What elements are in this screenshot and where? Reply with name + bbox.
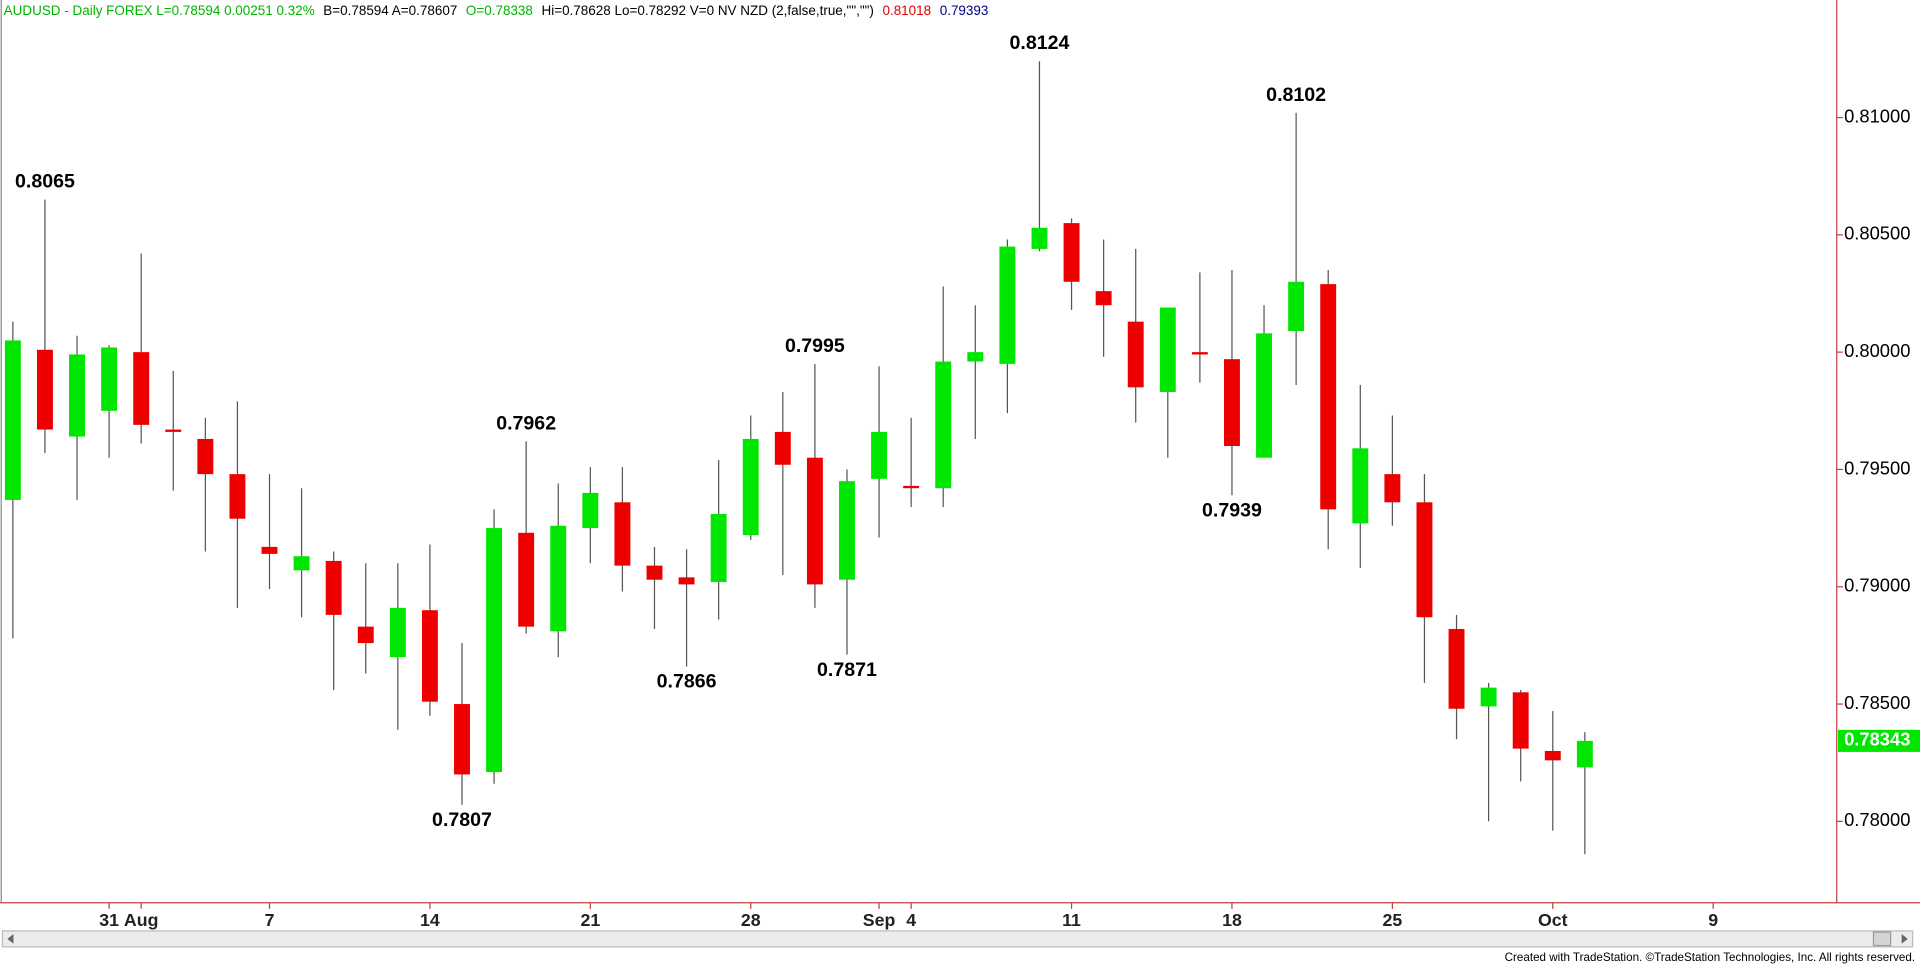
x-tick-label: Oct xyxy=(1538,910,1568,930)
price-annotation: 0.8102 xyxy=(1266,84,1326,106)
scroll-left-arrow[interactable] xyxy=(7,933,14,944)
x-tick-label: 9 xyxy=(1708,910,1718,930)
candle-body xyxy=(1159,307,1176,393)
candle-body xyxy=(229,474,246,519)
candle-body xyxy=(774,431,791,465)
y-tick-label: 0.79500 xyxy=(1844,457,1910,478)
scroll-thumb[interactable] xyxy=(1872,931,1892,947)
candle-body xyxy=(806,457,823,585)
x-tick-label: 28 xyxy=(741,910,761,930)
price-annotation: 0.7871 xyxy=(817,659,877,681)
x-tick-label: Sep xyxy=(863,910,896,930)
candle-body xyxy=(1512,692,1529,749)
x-tick-label: 31 xyxy=(99,910,119,930)
y-tick-label: 0.80500 xyxy=(1844,223,1910,244)
candle-body xyxy=(678,577,695,585)
candle-body xyxy=(1544,750,1561,761)
symbol-header: AUDUSD - Daily FOREX L=0.78594 0.00251 0… xyxy=(4,3,989,18)
candle-body xyxy=(165,429,182,432)
candle-body xyxy=(1031,227,1048,249)
candle-body xyxy=(133,352,150,425)
footer: Created with TradeStation. ©TradeStation… xyxy=(1505,951,1915,964)
candle-body xyxy=(518,532,535,627)
candle-body xyxy=(582,492,599,529)
candle-body xyxy=(101,347,118,411)
scrollbar xyxy=(1,930,1914,948)
candle-body xyxy=(1320,284,1337,510)
candle-body xyxy=(1224,359,1240,446)
candle-body xyxy=(36,349,53,430)
candle-body xyxy=(614,502,631,566)
candle-body xyxy=(710,514,727,583)
x-tick-label: 14 xyxy=(420,910,440,930)
candle-body xyxy=(903,485,920,489)
candle-body xyxy=(1448,628,1465,709)
candle-body xyxy=(261,546,278,554)
scroll-right-arrow[interactable] xyxy=(1901,933,1908,944)
candle-body xyxy=(967,352,984,362)
candle-body xyxy=(1576,740,1593,768)
candle-body xyxy=(1416,502,1433,618)
candle-body xyxy=(69,354,85,437)
candle-body xyxy=(935,361,952,489)
y-tick-label: 0.79000 xyxy=(1844,575,1910,596)
candle-body xyxy=(839,481,855,580)
x-tick-label: 4 xyxy=(906,910,916,930)
y-tick-label: 0.78000 xyxy=(1844,809,1910,830)
candle-body xyxy=(871,431,888,479)
header-segment: 0.81018 xyxy=(882,3,931,18)
x-tick-label: Aug xyxy=(124,910,159,930)
header-segment: Hi=0.78628 Lo=0.78292 V=0 NV NZD (2,fals… xyxy=(541,3,873,18)
header-segment: O=0.78338 xyxy=(466,3,533,18)
candle-body xyxy=(197,438,214,475)
candle-body xyxy=(1095,291,1112,306)
x-tick-label: 18 xyxy=(1222,910,1242,930)
price-annotation: 0.7939 xyxy=(1202,499,1262,521)
price-annotation: 0.7807 xyxy=(432,809,492,831)
candle-body xyxy=(1191,352,1208,355)
candle-body xyxy=(486,528,503,773)
candle-body xyxy=(742,438,759,536)
candle-body xyxy=(1352,448,1369,524)
candle-body xyxy=(454,704,470,775)
x-tick-label: 25 xyxy=(1382,910,1402,930)
candle-body xyxy=(1288,281,1305,332)
candle-body xyxy=(1384,474,1401,503)
x-tick-label: 21 xyxy=(580,910,600,930)
header-segment: B=0.78594 A=0.78607 xyxy=(323,3,457,18)
last-price-box xyxy=(1837,729,1920,752)
candle-body xyxy=(325,560,342,615)
price-annotation: 0.8065 xyxy=(15,171,75,193)
candle-body xyxy=(550,525,567,632)
candle-body xyxy=(421,610,438,702)
y-tick-label: 0.80000 xyxy=(1844,340,1910,361)
candle-body xyxy=(999,246,1016,364)
candle-body xyxy=(1256,333,1272,458)
scroll-track xyxy=(1,930,1914,948)
y-tick-label: 0.81000 xyxy=(1844,105,1910,126)
y-tick-label: 0.78500 xyxy=(1844,692,1910,713)
price-annotation: 0.7995 xyxy=(785,335,845,357)
candle-body xyxy=(1127,321,1144,388)
candle-body xyxy=(389,607,406,658)
candle-body xyxy=(1063,223,1080,282)
candle-body xyxy=(293,556,310,571)
last-price-label: 0.78343 xyxy=(1844,729,1910,750)
candle-body xyxy=(357,626,374,644)
price-annotation: 0.7866 xyxy=(657,671,717,693)
price-annotation: 0.8124 xyxy=(1010,32,1070,54)
candle-body xyxy=(646,565,663,580)
header-segment: AUDUSD - Daily FOREX L=0.78594 0.00251 0… xyxy=(4,3,315,18)
candle-body xyxy=(4,340,21,500)
header-segment: 0.79393 xyxy=(940,3,989,18)
price-annotation: 0.7962 xyxy=(496,412,556,434)
x-tick-label: 7 xyxy=(265,910,275,930)
candle-body xyxy=(1480,687,1497,707)
x-tick-label: 11 xyxy=(1062,910,1081,930)
